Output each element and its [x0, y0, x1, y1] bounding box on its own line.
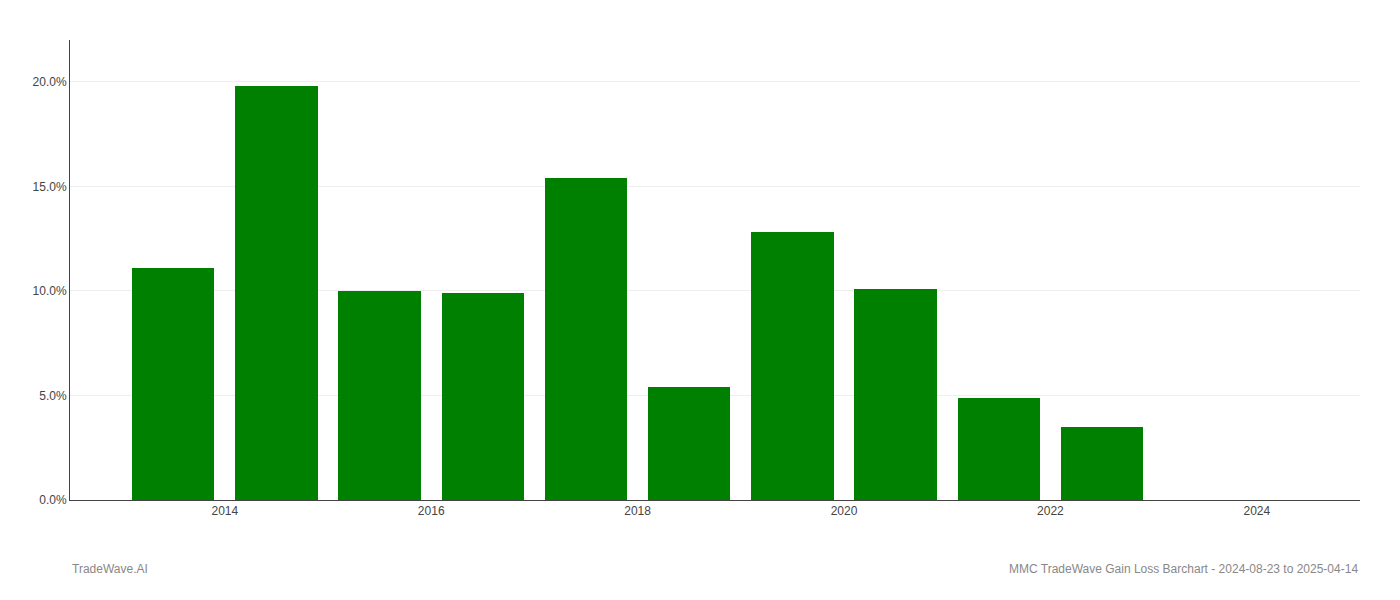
- svg-text:MMC TradeWave Gain Loss Barcha: MMC TradeWave Gain Loss Barchart - 2024-…: [1009, 562, 1358, 576]
- svg-text:2022: 2022: [1037, 504, 1064, 518]
- svg-text:0.0%: 0.0%: [39, 493, 67, 507]
- svg-text:2014: 2014: [211, 504, 238, 518]
- svg-text:10.0%: 10.0%: [33, 284, 67, 298]
- svg-text:2018: 2018: [624, 504, 651, 518]
- svg-text:20.0%: 20.0%: [33, 75, 67, 89]
- svg-text:2016: 2016: [418, 504, 445, 518]
- svg-text:15.0%: 15.0%: [33, 180, 67, 194]
- svg-text:TradeWave.AI: TradeWave.AI: [72, 562, 148, 576]
- svg-text:2020: 2020: [831, 504, 858, 518]
- svg-text:2024: 2024: [1243, 504, 1270, 518]
- svg-text:5.0%: 5.0%: [39, 389, 67, 403]
